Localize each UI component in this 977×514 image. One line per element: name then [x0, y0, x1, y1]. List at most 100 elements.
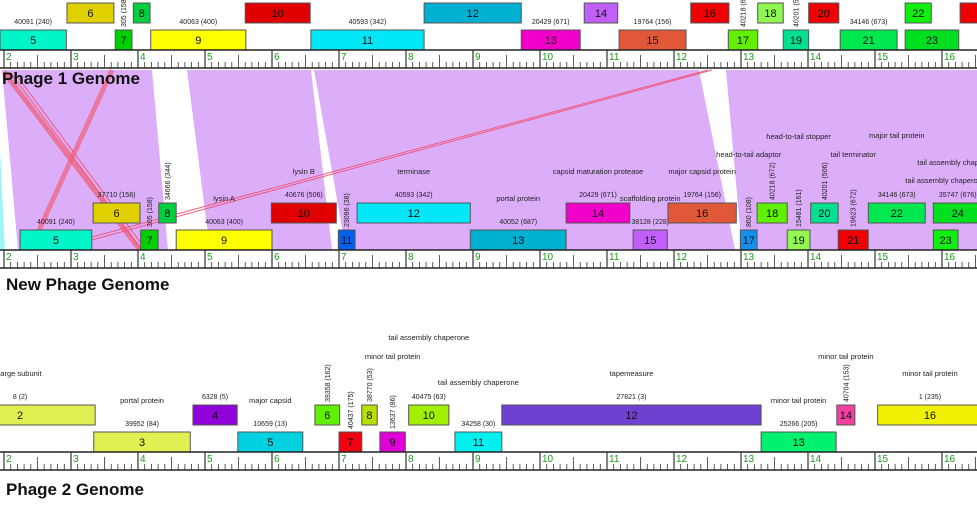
- ruler-tick-label: 14: [810, 454, 822, 465]
- gene: 8 34666 (344): [158, 162, 177, 224]
- pham-label: 40052 (687): [499, 219, 537, 226]
- ruler-tick-label: 12: [676, 252, 688, 263]
- ruler: 2 3 4 5 6 7 8 9 10 11 12 13 14 15 16: [0, 451, 977, 471]
- gene: 13 40052 (687) portal protein: [469, 194, 567, 251]
- ruler-tick-label: 10: [542, 252, 554, 263]
- gene: 19 40201 (5: [782, 0, 810, 51]
- ruler-tick-label: 16: [944, 252, 956, 263]
- gene-function-label: major capsid protein: [668, 167, 736, 176]
- gene: 12: [423, 2, 522, 24]
- gene-number: 19: [790, 35, 802, 47]
- pham-label: 38770 (53): [367, 368, 374, 402]
- gene-number: 16: [704, 8, 716, 20]
- gene-number: 11: [341, 235, 352, 247]
- gene-number: 14: [595, 8, 607, 20]
- gene: 13 20429 (671): [520, 19, 581, 51]
- gene-number: 23: [940, 235, 952, 247]
- gene-box: [501, 404, 762, 426]
- gene-box: [932, 202, 977, 224]
- gene: 14 40704 (153) minor tail protein: [818, 352, 874, 426]
- gene-function-label: capsid maturation protease: [553, 167, 643, 176]
- gene: 7 305 (158): [114, 0, 133, 51]
- gene: 16 1 (235) minor tail protein: [877, 369, 977, 426]
- gene-box: [361, 404, 378, 426]
- gene-box: [867, 202, 926, 224]
- gene-function-label: lysin B: [293, 167, 315, 176]
- gene-number: 10: [272, 8, 284, 20]
- gene-number: 12: [625, 410, 637, 422]
- gene-box: [757, 2, 784, 24]
- pham-label: 40091 (240): [14, 19, 52, 26]
- ruler-tick-label: 6: [274, 454, 280, 465]
- ruler-tick-label: 7: [341, 252, 347, 263]
- gene-function-label: large subunit: [0, 369, 42, 378]
- gene-number: 6: [324, 410, 330, 422]
- pham-label: 34258 (30): [461, 421, 495, 428]
- gene-box: [690, 2, 730, 24]
- gene-box: [836, 404, 856, 426]
- gene-number: 16: [924, 410, 936, 422]
- gene: 10 40676 (506) lysin B: [270, 167, 337, 224]
- gene: 2335747 (676): [904, 29, 960, 51]
- gene: 12 27821 (3) tapemeasure: [501, 369, 762, 426]
- ruler-tick-label: 6: [274, 52, 280, 63]
- pham-label: 305 (158): [121, 0, 128, 27]
- ruler-tick-label: 2: [6, 454, 12, 465]
- gene: 18 40218 (672): [756, 162, 788, 224]
- gene: 20 40201 (506): [810, 162, 839, 224]
- gene-box: [244, 2, 311, 24]
- pham-label: 38128 (228): [631, 219, 669, 226]
- gene-number: 8: [366, 410, 372, 422]
- genome-title: New Phage Genome: [6, 275, 169, 294]
- ruler-tick-label: 9: [475, 252, 481, 263]
- gene-function-label: tail assembly chaperone: [905, 176, 977, 185]
- gene-number: 11: [362, 35, 373, 47]
- ruler-tick-label: 16: [944, 454, 956, 465]
- ruler-tick-label: 7: [341, 454, 347, 465]
- gene-number: 4: [212, 410, 218, 422]
- gene-number: 19: [792, 235, 804, 247]
- gene-number: 5: [53, 235, 59, 247]
- pham-label: 1 (235): [919, 394, 941, 401]
- pham-label: 40704 (153): [843, 364, 850, 402]
- gene-number: 14: [592, 208, 604, 220]
- gene: [959, 2, 977, 24]
- gene: 14 20429 (671) capsid maturation protease: [553, 167, 643, 224]
- ruler-tick-label: 4: [140, 252, 146, 263]
- gene-box: [66, 2, 115, 24]
- genome-track: 5 40091 (240) 6 37710 (158) 7 305 (158) 8 34666…: [0, 131, 977, 294]
- gene-number: 17: [737, 35, 749, 47]
- ruler-tick-label: 13: [743, 52, 755, 63]
- gene-number: 9: [221, 235, 227, 247]
- pham-label: 40676 (506): [285, 192, 323, 199]
- gene-box: [192, 404, 238, 426]
- pham-label: 39358 (162): [325, 364, 332, 402]
- ruler-tick-label: 3: [73, 52, 79, 63]
- gene-number: 17: [743, 235, 755, 247]
- gene-number: 14: [840, 410, 852, 422]
- gene: 6 37710 (158): [92, 192, 141, 224]
- pham-label: 15481 (161): [796, 189, 803, 227]
- gene-number: 18: [766, 208, 778, 220]
- gene: 10: [244, 2, 311, 24]
- gene: 4 6328 (5): [192, 394, 238, 426]
- pham-label: 19764 (156): [634, 19, 672, 26]
- gene-number: 5: [267, 437, 273, 449]
- gene-box: [808, 2, 840, 24]
- gene-number: 13: [512, 235, 524, 247]
- ruler-tick-label: 16: [944, 52, 956, 63]
- gene-function-label: tail assembly chaperone: [438, 378, 519, 387]
- gene-number: 11: [473, 437, 484, 449]
- gene-box: [0, 404, 96, 426]
- gene-function-label: minor tail protein: [818, 352, 873, 361]
- gene: 6 39358 (162): [314, 364, 341, 426]
- homology-gap: [0, 70, 18, 250]
- gene-box: [667, 202, 737, 224]
- gene-number: 23: [926, 35, 938, 47]
- pham-label: 40201 (5: [793, 0, 800, 27]
- gene-number: 22: [912, 8, 924, 20]
- pham-label: 13637 (86): [390, 395, 397, 429]
- gene-number: 15: [646, 35, 658, 47]
- gene-number: 13: [545, 35, 557, 47]
- ruler-tick-label: 4: [140, 52, 146, 63]
